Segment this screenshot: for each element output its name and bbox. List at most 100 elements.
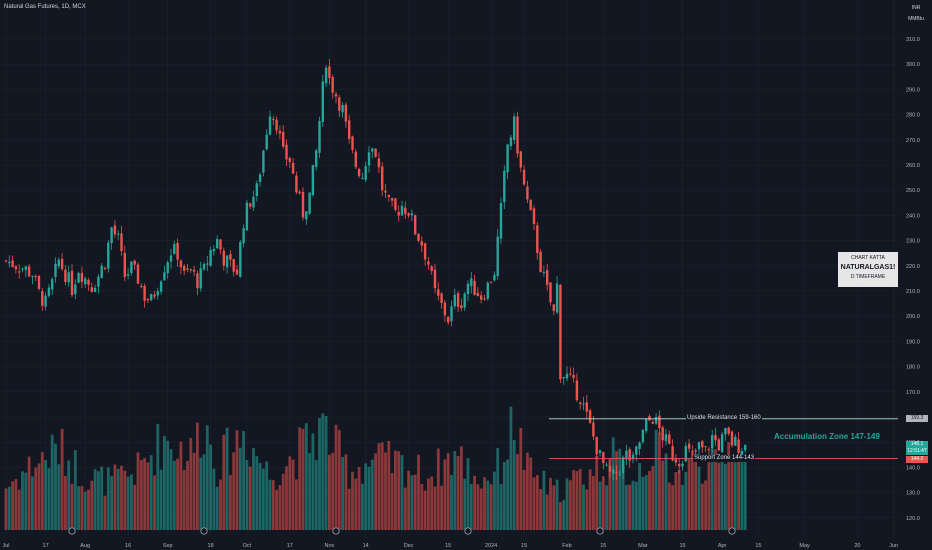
- volume-bar: [156, 423, 160, 530]
- candle-body: [275, 119, 278, 131]
- candle-body: [678, 464, 681, 467]
- candle-body: [288, 157, 291, 163]
- candle-body: [328, 66, 331, 78]
- volume-bar: [380, 442, 384, 530]
- volume-bars: [4, 406, 747, 530]
- x-tick-label: Jul: [2, 543, 9, 549]
- candle-body: [734, 437, 737, 446]
- x-tick-label: Sep: [163, 543, 173, 549]
- candle-body: [625, 450, 628, 460]
- y-tick-label: 190.0: [906, 339, 920, 345]
- volume-bar: [542, 470, 546, 530]
- candle-body: [70, 270, 74, 296]
- volume-bar: [582, 484, 585, 530]
- y-tick-label: 200.0: [906, 314, 920, 320]
- candle-body: [80, 272, 84, 282]
- candle-body: [338, 97, 341, 111]
- y-tick-label: 130.0: [906, 491, 920, 497]
- volume-bar: [479, 488, 483, 530]
- volume-bar: [446, 453, 450, 530]
- candle-body: [433, 269, 437, 289]
- volume-bar: [169, 449, 173, 530]
- volume-bar: [285, 466, 288, 530]
- candle-body: [701, 441, 704, 448]
- volume-bar: [453, 451, 457, 530]
- annotation-note[interactable]: CHART KATTA NATURALGAS1! D TIMEFRAME: [838, 252, 898, 287]
- candle-body: [480, 295, 483, 300]
- candle-body: [163, 272, 166, 281]
- volume-bar: [476, 484, 480, 530]
- volume-bar: [110, 476, 113, 530]
- volume-bar: [4, 488, 8, 530]
- volume-bar: [265, 461, 269, 530]
- volume-bar: [153, 475, 156, 530]
- candle-body: [301, 191, 305, 218]
- volume-bar: [321, 413, 325, 530]
- volume-bar: [384, 452, 387, 530]
- volume-bar: [31, 476, 34, 530]
- candle-body: [397, 211, 400, 216]
- candle-body: [140, 286, 143, 288]
- candle-body: [24, 266, 27, 270]
- candle-body: [305, 211, 308, 220]
- candle-body: [272, 119, 275, 121]
- candle-body: [34, 276, 37, 278]
- volume-bar: [621, 461, 625, 530]
- candle-body: [664, 434, 668, 442]
- candle-body: [291, 162, 295, 174]
- volume-bar: [7, 486, 11, 530]
- volume-bar: [163, 435, 166, 530]
- candle-body: [183, 266, 186, 271]
- candle-body: [107, 242, 110, 269]
- candle-body: [242, 228, 245, 244]
- candle-body: [565, 373, 569, 379]
- x-tick-label: 17: [43, 543, 49, 549]
- volume-bar: [710, 449, 714, 530]
- candle-body: [31, 275, 34, 277]
- candle-body: [381, 166, 384, 191]
- unit-label[interactable]: MMBtu: [908, 15, 924, 22]
- candle-body: [546, 270, 549, 285]
- volume-bar: [700, 483, 704, 530]
- volume-bar: [229, 474, 232, 530]
- candle-body: [555, 283, 559, 313]
- note-line-2: NATURALGAS1!: [840, 264, 896, 271]
- candle-body: [100, 265, 103, 278]
- volume-bar: [106, 467, 110, 530]
- y-tick-label: 300.0: [906, 62, 920, 68]
- volume-bar: [351, 471, 354, 530]
- candle-body: [268, 116, 272, 135]
- candle-body: [456, 293, 460, 307]
- volume-bar: [182, 469, 186, 530]
- candle-body: [691, 451, 694, 453]
- candle-body: [506, 144, 509, 173]
- volume-bar: [529, 457, 533, 530]
- prev-price-label: 144.2: [906, 456, 928, 463]
- x-tick-label: 2024: [485, 543, 497, 549]
- volume-bar: [720, 457, 724, 530]
- candle-body: [509, 137, 513, 146]
- volume-bar: [684, 471, 688, 530]
- volume-bar: [189, 437, 193, 530]
- volume-bar: [697, 466, 701, 530]
- candle-body: [308, 192, 311, 214]
- volume-bar: [443, 459, 447, 530]
- candle-body: [684, 446, 687, 462]
- volume-bar: [740, 451, 744, 530]
- candle-body: [67, 272, 70, 283]
- volume-bar: [291, 459, 295, 530]
- candle-body: [93, 287, 97, 292]
- candle-body: [249, 203, 252, 207]
- volume-bar: [357, 467, 361, 530]
- candle-body: [103, 268, 107, 270]
- volume-bar: [691, 452, 694, 530]
- volume-bar: [11, 481, 14, 530]
- candle-body: [209, 249, 212, 266]
- candle-body: [51, 279, 54, 290]
- currency-label[interactable]: INR: [911, 4, 921, 11]
- candle-body: [720, 434, 724, 453]
- volume-bar: [572, 470, 575, 530]
- volume-bar: [559, 502, 562, 530]
- candle-body: [298, 191, 301, 194]
